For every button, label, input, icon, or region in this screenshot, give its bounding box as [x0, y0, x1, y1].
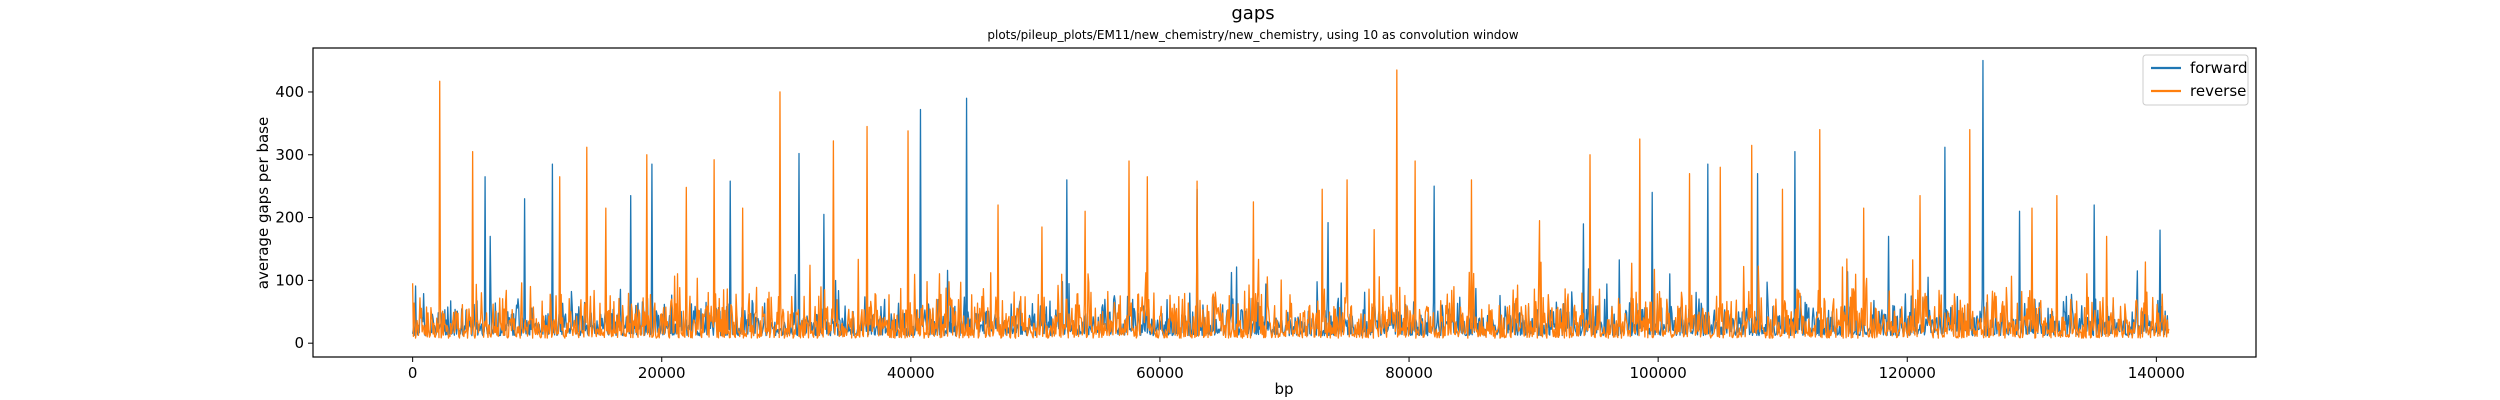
x-tick-label: 120000 — [1879, 364, 1936, 382]
series-layer — [411, 59, 2170, 339]
x-tick-label: 20000 — [638, 364, 686, 382]
x-axis-label: bp — [1274, 380, 1293, 398]
legend: forward reverse — [2142, 54, 2249, 106]
chart-title: gaps — [1231, 3, 1274, 24]
y-axis-label: average gaps per base — [254, 117, 272, 289]
x-tick-label: 40000 — [887, 364, 935, 382]
y-tick-label: 200 — [275, 209, 304, 227]
y-tick-label: 100 — [275, 271, 304, 289]
x-axis-ticks: 0 20000 40000 60000 80000 100000 120000 140000 — [408, 357, 2185, 382]
plot-frame — [312, 47, 2257, 358]
x-tick-label: 80000 — [1385, 364, 1433, 382]
y-tick-label: 300 — [275, 146, 304, 164]
y-tick-label: 400 — [275, 83, 304, 101]
x-tick-label: 60000 — [1136, 364, 1184, 382]
series-line-reverse — [411, 69, 2170, 339]
y-axis-ticks: 0 100 200 300 400 — [275, 83, 313, 352]
legend-label-forward: forward — [2190, 59, 2248, 77]
x-tick-label: 0 — [408, 364, 418, 382]
chart-subtitle: plots/pileup_plots/EM11/new_chemistry/ne… — [987, 28, 1518, 42]
y-tick-label: 0 — [294, 334, 304, 352]
legend-label-reverse: reverse — [2190, 82, 2246, 100]
x-tick-label: 140000 — [2128, 364, 2185, 382]
x-tick-label: 100000 — [1630, 364, 1687, 382]
